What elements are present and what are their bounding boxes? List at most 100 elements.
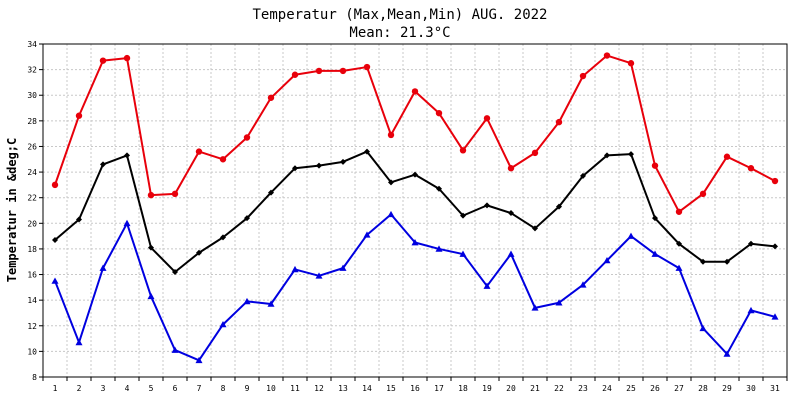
- y-tick-label: 28: [27, 117, 37, 126]
- data-point-min: [555, 299, 563, 306]
- data-point-mean: [52, 236, 58, 243]
- data-point-max: [243, 134, 251, 141]
- data-point-min: [171, 346, 179, 353]
- x-tick-label: 1: [53, 384, 58, 393]
- data-point-min: [483, 282, 491, 289]
- x-tick-label: 8: [221, 384, 226, 393]
- data-point-min: [315, 272, 323, 279]
- data-point-mean: [532, 225, 538, 232]
- x-tick-label: 12: [314, 384, 324, 393]
- x-tick-label: 25: [626, 384, 636, 393]
- data-point-mean: [508, 210, 514, 217]
- y-tick-label: 30: [27, 91, 37, 100]
- x-tick-label: 20: [506, 384, 516, 393]
- data-point-mean: [484, 202, 490, 209]
- series-max: [51, 52, 779, 215]
- data-point-mean: [172, 268, 178, 275]
- data-point-min: [699, 324, 707, 332]
- y-tick-label: 32: [27, 66, 37, 75]
- data-point-max: [147, 191, 155, 199]
- data-point-max: [315, 67, 323, 75]
- data-point-max: [411, 88, 419, 95]
- y-tick-label: 22: [27, 194, 37, 203]
- data-point-min: [387, 210, 395, 218]
- x-tick-label: 10: [266, 384, 276, 393]
- data-point-max: [555, 118, 563, 126]
- data-point-max: [723, 153, 731, 160]
- y-tick-label: 16: [27, 271, 37, 280]
- series-layer: [51, 52, 779, 364]
- x-tick-label: 5: [149, 384, 154, 393]
- series-min: [51, 210, 779, 364]
- y-tick-label: 34: [27, 40, 37, 49]
- y-tick-label: 20: [27, 219, 37, 228]
- data-point-max: [459, 147, 467, 154]
- data-point-mean: [196, 249, 202, 256]
- data-point-max: [123, 54, 131, 62]
- data-point-min: [771, 313, 779, 320]
- data-point-mean: [244, 215, 250, 222]
- plot-area-frame: [42, 43, 788, 378]
- data-point-max: [339, 67, 347, 75]
- data-point-max: [387, 131, 395, 139]
- data-point-min: [459, 250, 467, 257]
- x-tick-label: 26: [650, 384, 660, 393]
- data-point-max: [75, 112, 83, 119]
- data-point-max: [363, 63, 371, 71]
- x-axis-ticks: 1 2 3 4 5 6 7 8 9 10 11 12 13 14 15 16 17 18 19 20 21 22 23 24 2…: [42, 377, 788, 393]
- x-tick-label: 7: [197, 384, 202, 393]
- data-point-max: [435, 109, 443, 117]
- x-tick-label: 9: [245, 384, 250, 393]
- x-tick-label: 15: [386, 384, 396, 393]
- x-tick-label: 18: [458, 384, 468, 393]
- data-point-mean: [652, 215, 658, 222]
- x-tick-label: 21: [530, 384, 540, 393]
- data-point-mean: [148, 244, 154, 251]
- data-point-max: [507, 165, 515, 172]
- data-point-min: [627, 232, 635, 239]
- data-point-mean: [388, 179, 394, 186]
- data-point-min: [243, 297, 251, 305]
- data-point-min: [507, 250, 515, 257]
- data-point-min: [723, 350, 731, 357]
- data-point-min: [651, 250, 659, 257]
- y-tick-label: 18: [27, 245, 37, 254]
- x-tick-label: 16: [410, 384, 420, 393]
- series-mean: [52, 148, 778, 275]
- data-point-mean: [460, 212, 466, 219]
- x-tick-label: 29: [722, 384, 732, 393]
- data-point-max: [291, 71, 299, 78]
- data-point-mean: [76, 216, 82, 223]
- data-point-min: [123, 219, 131, 227]
- data-point-min: [603, 256, 611, 264]
- data-point-max: [651, 162, 659, 169]
- data-point-mean: [292, 165, 298, 172]
- data-point-min: [291, 265, 299, 273]
- data-point-mean: [364, 148, 370, 155]
- data-point-mean: [556, 203, 562, 210]
- data-point-max: [267, 94, 275, 101]
- data-point-min: [579, 281, 587, 288]
- data-point-min: [219, 320, 227, 328]
- data-point-mean: [316, 162, 322, 169]
- data-point-min: [75, 338, 83, 346]
- data-point-max: [603, 52, 611, 59]
- y-tick-label: 14: [27, 296, 37, 305]
- data-point-mean: [412, 171, 418, 178]
- x-tick-label: 3: [101, 384, 106, 393]
- data-point-max: [579, 72, 587, 80]
- data-point-mean: [340, 158, 346, 165]
- data-point-mean: [124, 152, 130, 159]
- data-point-max: [771, 177, 779, 185]
- data-point-min: [747, 306, 755, 314]
- data-point-min: [675, 264, 683, 271]
- y-tick-label: 8: [32, 373, 37, 382]
- x-tick-label: 11: [290, 384, 300, 393]
- x-tick-label: 24: [602, 384, 612, 393]
- y-tick-label: 26: [27, 142, 37, 151]
- x-tick-label: 17: [434, 384, 444, 393]
- x-tick-label: 31: [770, 384, 780, 393]
- y-axis-label: Temperatur in &deg;C: [5, 138, 19, 283]
- chart-title: Temperatur (Max,Mean,Min) AUG. 2022: [252, 7, 547, 23]
- data-point-min: [99, 264, 107, 271]
